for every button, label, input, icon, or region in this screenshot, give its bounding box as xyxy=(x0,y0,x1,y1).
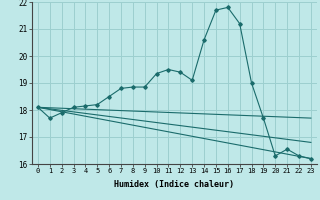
X-axis label: Humidex (Indice chaleur): Humidex (Indice chaleur) xyxy=(115,180,234,189)
